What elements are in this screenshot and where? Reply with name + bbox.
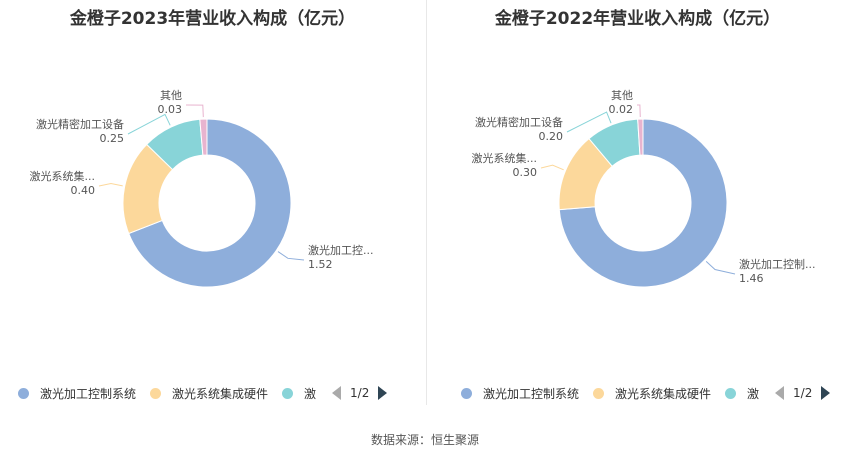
legend-item[interactable]: 激光系统集成硬件 [150,385,268,402]
slice-value-label: 1.52 [308,258,333,271]
legend-marker [461,387,472,399]
legend-label: 激光系统集成硬件 [615,386,712,401]
legend-label: 激光加工控制系统 [40,386,137,401]
legend-marker [282,387,294,399]
legend-item[interactable]: 激光加工控制系统 [461,385,579,402]
slice-value-label: 0.02 [609,103,634,116]
legend-item[interactable]: 激光加工控制系统 [18,385,136,402]
data-source-note: 数据来源：恒生聚源 [370,433,479,447]
slice-label: 激光加工控制... [739,257,816,271]
legend-label: 激光系统集成硬件 [172,386,269,401]
legend-next-arrow-icon[interactable] [821,386,831,400]
legend-marker [150,387,162,399]
legend-marker [18,387,29,399]
legend-label: 激光精密加工设备 [304,386,317,401]
slice-label: 激光精密加工设备 [36,117,124,131]
legend-pager: 1/2 [332,386,388,400]
donut-slice[interactable] [637,118,644,156]
donut-slice[interactable] [199,118,208,156]
slice-label: 其他 [611,89,633,102]
legend-page-indicator: 1/2 [350,386,370,400]
chart-panel-2023: 金橙子2023年营业收入构成（亿元） 激光加工控... 1.52 激光系统集... 0… [0,0,425,410]
donut-slice[interactable] [128,118,292,288]
label-leader-line [127,113,171,135]
slice-label: 其他 [160,89,182,102]
slice-label: 激光系统集... [472,151,538,165]
slice-label: 激光系统集... [30,169,96,183]
panel-divider [426,0,427,405]
legend-next-arrow-icon[interactable] [378,386,388,400]
legend: 激光加工控制系统 激光系统集成硬件 激光精密加工设备 1/2 [461,384,831,402]
slice-value-label: 1.46 [739,272,764,285]
label-leader-line [540,164,564,171]
slice-value-label: 0.25 [100,132,125,145]
legend-label: 激光精密加工设备 [747,386,760,401]
chart-panel-2022: 金橙子2022年营业收入构成（亿元） 激光加工控制... 1.46 激光系统集...… [425,0,850,410]
slice-value-label: 0.40 [71,184,96,197]
slice-value-label: 0.03 [158,103,183,116]
legend-page-indicator: 1/2 [793,386,813,400]
slice-label: 激光精密加工设备 [475,115,563,129]
chart-title: 金橙子2022年营业收入构成（亿元） [494,9,781,29]
slice-value-label: 0.20 [539,130,564,143]
label-leader-line [98,183,123,187]
label-leader-line [705,260,736,275]
slice-value-label: 0.30 [513,166,538,179]
label-leader-line [277,251,305,261]
legend: 激光加工控制系统 激光系统集成硬件 激光精密加工设备 1/2 [18,384,388,402]
legend-label: 激光加工控制系统 [483,386,580,401]
legend-marker [725,387,737,399]
legend-item[interactable]: 激光精密加工设备 [725,385,759,402]
legend-pager: 1/2 [775,386,831,400]
chart-title: 金橙子2023年营业收入构成（亿元） [69,9,356,29]
legend-item[interactable]: 激光系统集成硬件 [593,385,711,402]
label-leader-line [185,104,204,118]
legend-prev-arrow-icon[interactable] [332,386,342,400]
legend-item[interactable]: 激光精密加工设备 [282,385,316,402]
label-leader-line [566,111,612,133]
slice-label: 激光加工控... [308,243,374,257]
legend-marker [593,387,605,399]
legend-prev-arrow-icon[interactable] [775,386,785,400]
donut-slice[interactable] [558,118,728,288]
label-leader-line [636,104,641,118]
